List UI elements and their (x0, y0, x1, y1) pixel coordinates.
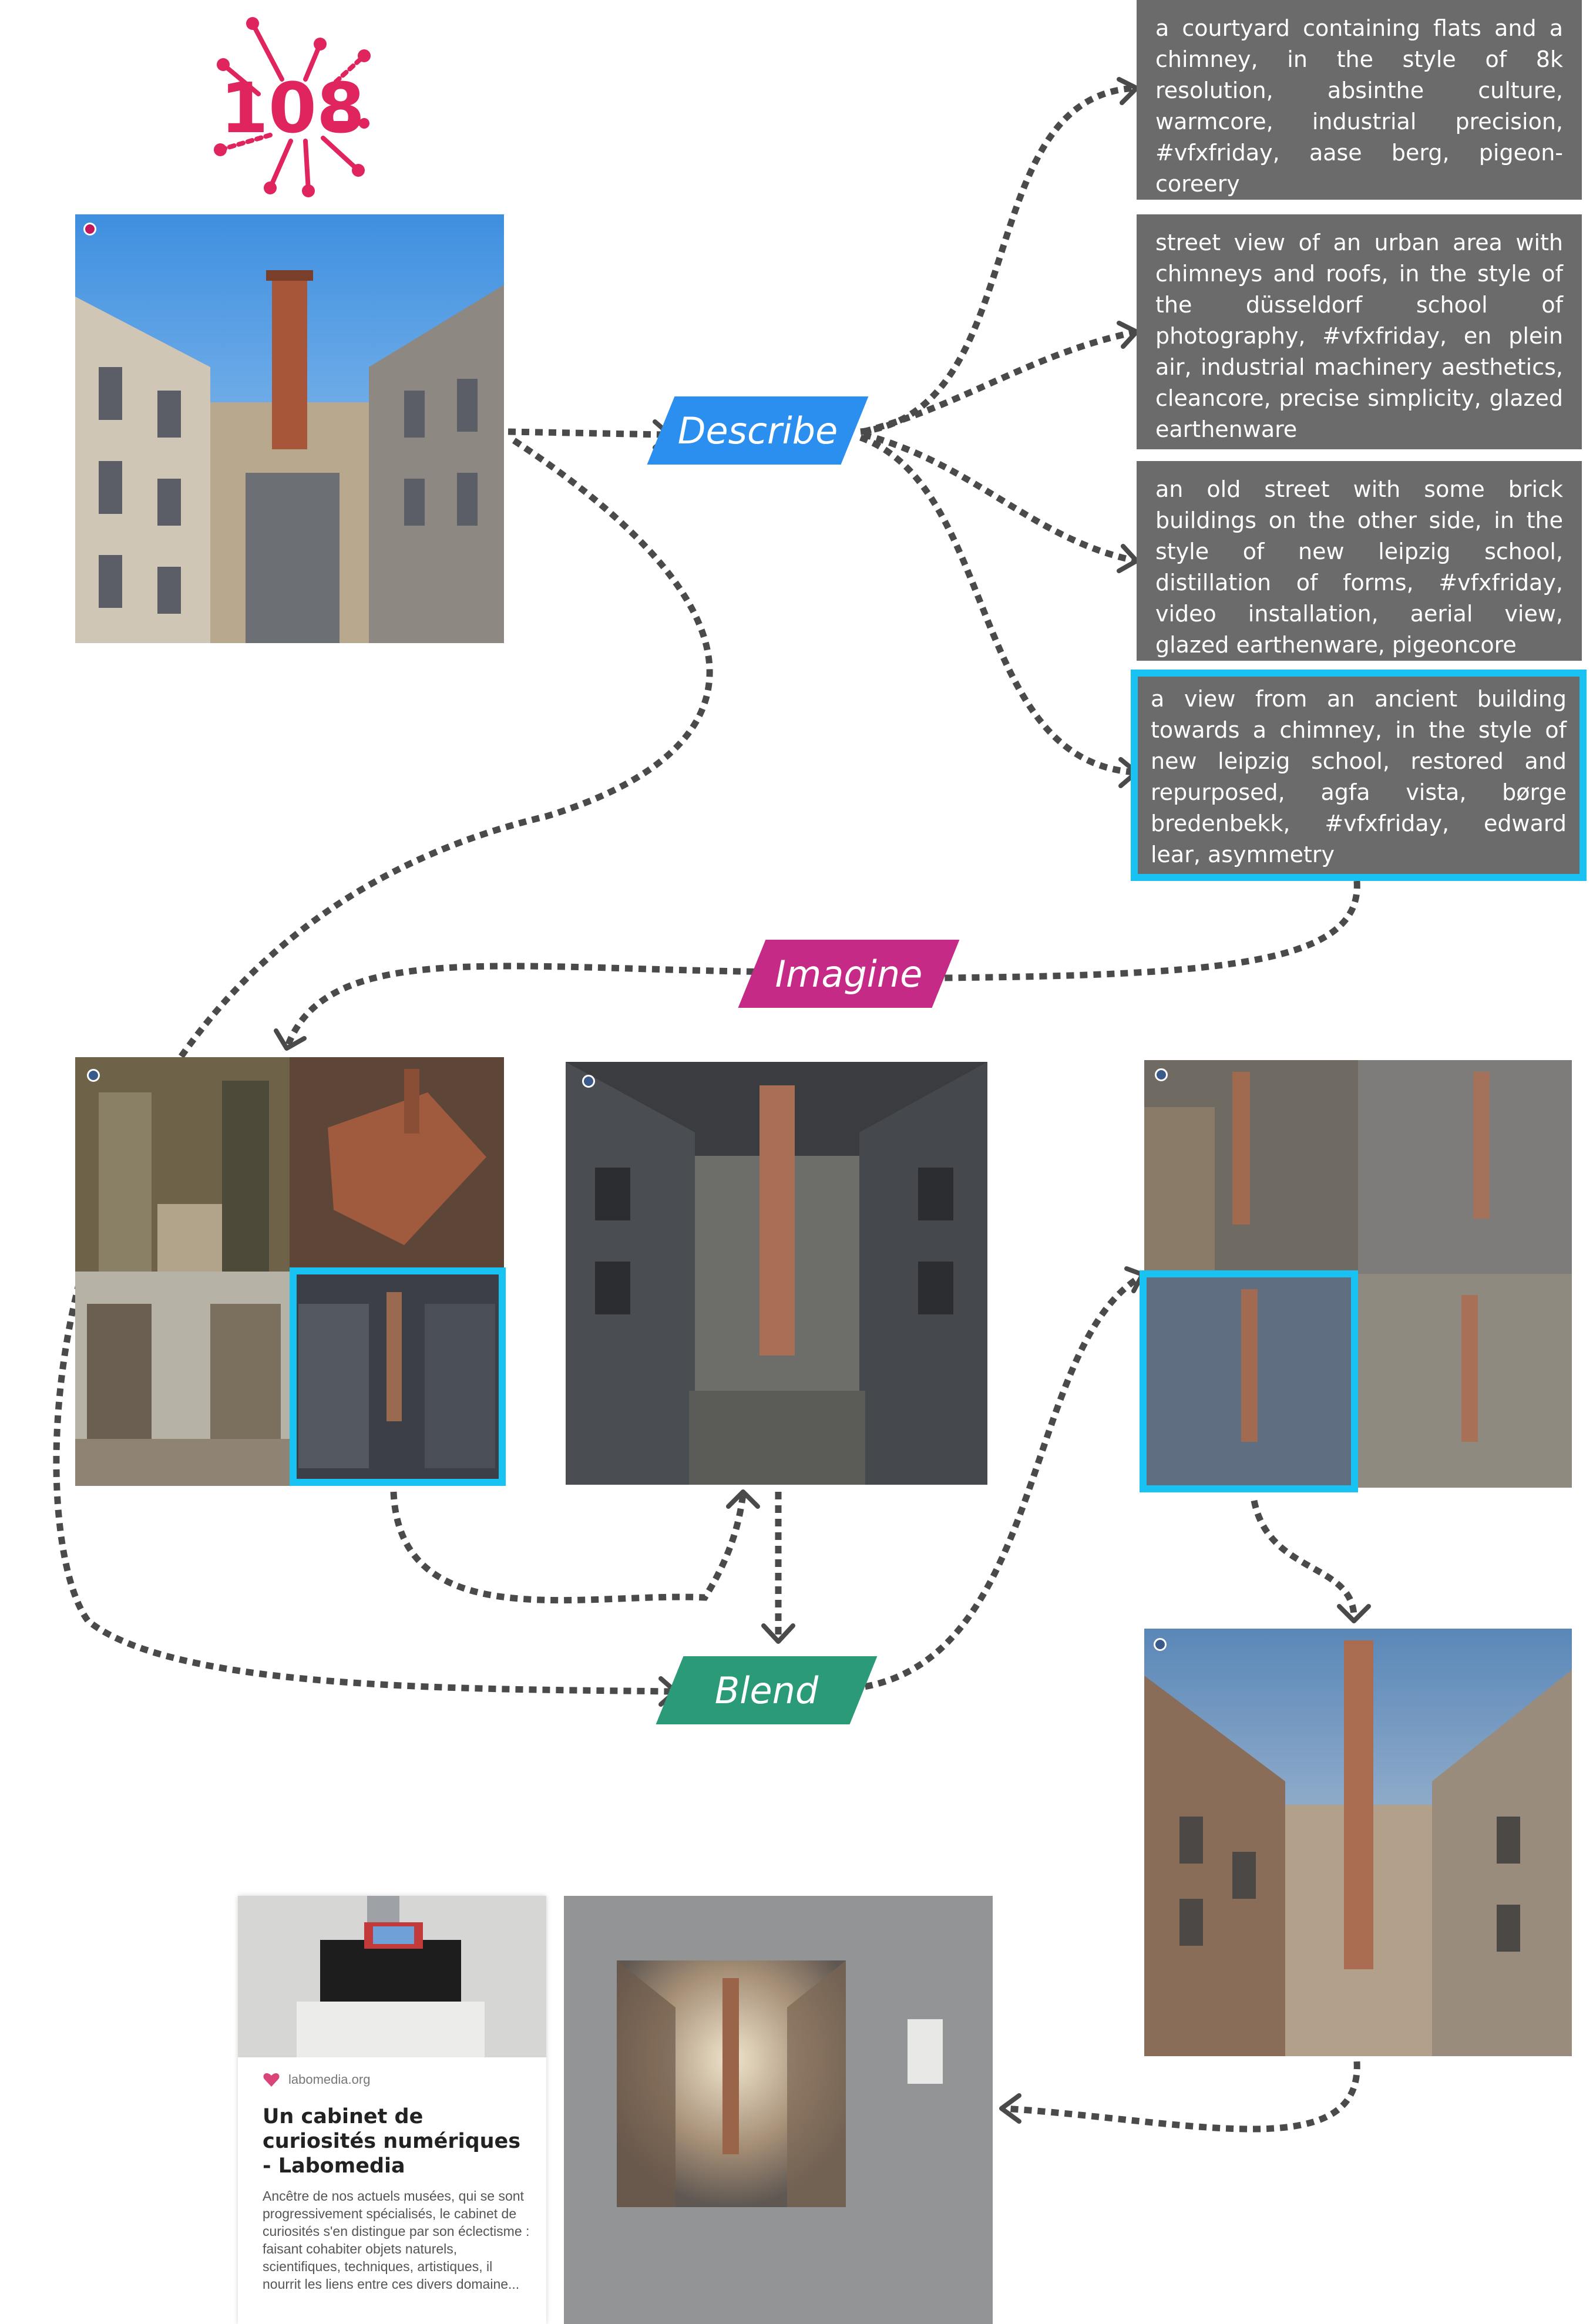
arrowhead (274, 1028, 307, 1051)
prompt-2-text: street view of an urban area with chimne… (1155, 230, 1563, 442)
image-marker-dot (83, 223, 96, 236)
arrow-quad-to-upscaled (390, 1491, 747, 1604)
image-marker-dot (1155, 1068, 1168, 1081)
card-thumbnail (238, 1896, 546, 2057)
prompt-1-text: a courtyard containing flats and a chimn… (1155, 15, 1563, 197)
prompt-1[interactable]: a courtyard containing flats and a chimn… (1137, 0, 1582, 200)
card-site: labomedia.org (288, 2072, 371, 2087)
prompt-3[interactable]: an old street with some brick buildings … (1137, 461, 1582, 661)
link-card[interactable]: labomedia.org Un cabinet de curiosités n… (238, 1896, 546, 2324)
blend-grid (1140, 1060, 1572, 1492)
step-blend[interactable]: Blend (656, 1656, 878, 1724)
step-describe[interactable]: Describe (647, 396, 869, 465)
arrowhead (999, 2093, 1021, 2124)
prompt-2[interactable]: street view of an urban area with chimne… (1137, 214, 1582, 449)
final-image[interactable] (1144, 1629, 1572, 2056)
arrow-imagine-to-grid (284, 963, 782, 1047)
step-imagine[interactable]: Imagine (738, 940, 960, 1008)
selected-quad[interactable] (290, 1267, 506, 1486)
arrow-blend-to-grid2 (851, 1274, 1141, 1692)
arrow-grid2-to-final (1251, 1499, 1357, 1616)
image-marker-dot (1154, 1638, 1167, 1651)
arrowhead (726, 1489, 760, 1509)
prompt-3-text: an old street with some brick buildings … (1155, 476, 1563, 658)
logo-text: 108 (220, 68, 365, 149)
imagine-grid (75, 1057, 506, 1486)
heart-icon (263, 2073, 280, 2087)
arrow-photo-to-describe (508, 428, 664, 438)
prompt-4-selected[interactable]: a view from an ancient building towards … (1131, 670, 1587, 881)
card-site-row: labomedia.org (263, 2071, 370, 2088)
blend-grid-image-2 (1358, 1060, 1572, 1274)
step-imagine-label: Imagine (775, 952, 923, 995)
selected-quad-2[interactable] (1140, 1270, 1358, 1492)
exhibition-photo[interactable] (564, 1896, 993, 2324)
upscaled-image[interactable] (566, 1062, 987, 1485)
arrow-describe-to-prompt-3 (862, 431, 1138, 564)
step-describe-label: Describe (677, 409, 838, 452)
image-marker-dot (87, 1069, 100, 1082)
step-blend-label: Blend (714, 1669, 819, 1712)
logo-circuit-icon: 108 (214, 17, 371, 197)
arrowhead (761, 1623, 795, 1644)
prompt-4-text: a view from an ancient building towards … (1151, 686, 1567, 867)
card-title: Un cabinet de curiosités numériques - La… (263, 2105, 521, 2178)
arrow-describe-to-prompt-1 (860, 85, 1137, 435)
arrow-prompt-to-imagine (942, 880, 1360, 981)
arrow-describe-to-prompt-2 (862, 328, 1138, 435)
image-marker-dot (582, 1075, 595, 1088)
arrowhead (1337, 1604, 1371, 1623)
logo-108: 108 (188, 12, 376, 200)
arrow-final-to-exhibition (1004, 2061, 1360, 2133)
card-description: Ancêtre de nos actuels musées, qui se so… (263, 2188, 530, 2292)
arrow-describe-to-prompt-4 (859, 434, 1137, 776)
source-photo[interactable] (75, 214, 504, 643)
